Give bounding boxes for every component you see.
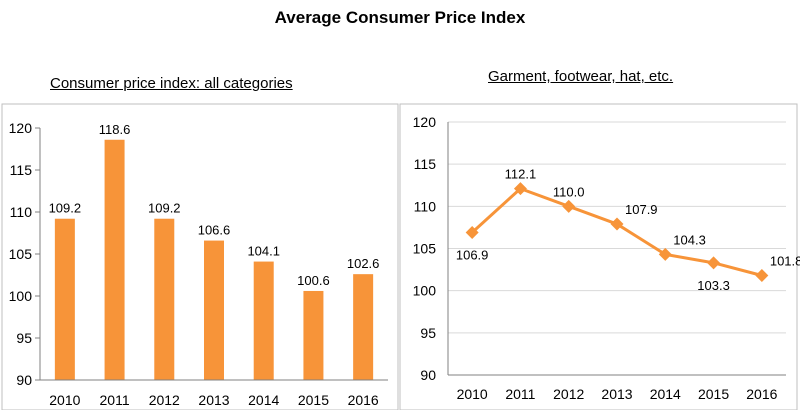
y-tick-label: 90	[420, 367, 436, 383]
y-tick-label: 115	[10, 162, 33, 178]
bar	[104, 139, 125, 380]
x-tick-label: 2011	[100, 392, 130, 408]
x-tick-label: 2014	[248, 392, 279, 408]
data-label: 101.8	[770, 253, 800, 268]
y-tick-label: 105	[9, 246, 33, 262]
data-label: 109.2	[49, 201, 82, 216]
data-point	[658, 247, 672, 261]
x-tick-label: 2012	[553, 386, 584, 402]
data-label: 102.6	[347, 256, 380, 271]
data-point	[755, 268, 769, 282]
y-tick-label: 90	[16, 372, 32, 388]
data-point	[707, 256, 721, 270]
data-label: 103.3	[697, 278, 730, 293]
x-tick-label: 2012	[149, 392, 180, 408]
data-label: 104.1	[247, 244, 280, 259]
data-label: 106.9	[456, 247, 489, 262]
bar	[54, 218, 75, 380]
left-chart-frame	[1, 103, 399, 410]
bar	[303, 290, 324, 380]
data-label: 104.3	[673, 232, 706, 247]
y-tick-label: 120	[413, 114, 437, 130]
y-tick-label: 100	[9, 288, 33, 304]
y-tick-label: 95	[16, 330, 32, 346]
data-point	[610, 217, 624, 231]
x-tick-label: 2014	[650, 386, 681, 402]
data-label: 100.6	[297, 273, 330, 288]
data-label: 109.2	[148, 201, 181, 216]
y-tick-label: 120	[9, 120, 33, 136]
data-point	[562, 199, 576, 213]
x-tick-label: 2010	[457, 386, 488, 402]
y-tick-label: 110	[414, 198, 437, 214]
right-chart-frame	[399, 103, 798, 410]
x-tick-label: 2010	[49, 392, 80, 408]
data-label: 107.9	[625, 202, 658, 217]
x-tick-label: 2015	[298, 392, 329, 408]
right-chart-title: Garment, footwear, hat, etc.	[488, 68, 674, 85]
x-tick-label: 2011	[505, 386, 535, 402]
y-tick-label: 110	[10, 204, 33, 220]
y-tick-label: 105	[413, 241, 437, 257]
y-tick-label: 100	[413, 283, 437, 299]
data-label: 118.6	[99, 122, 131, 137]
data-point	[513, 182, 527, 196]
left-chart-title: Consumer price index: all categories	[50, 75, 293, 92]
x-tick-label: 2015	[698, 386, 729, 402]
bar	[353, 274, 374, 380]
y-tick-label: 95	[420, 325, 436, 341]
data-label: 106.6	[198, 223, 231, 238]
y-tick-label: 115	[414, 156, 437, 172]
bar	[204, 240, 224, 380]
x-tick-label: 2013	[198, 392, 229, 408]
x-tick-label: 2016	[348, 392, 379, 408]
data-point	[465, 225, 479, 239]
page-title: Average Consumer Price Index	[274, 8, 526, 27]
bar	[253, 261, 274, 380]
x-tick-label: 2013	[601, 386, 632, 402]
data-label: 110.0	[553, 184, 585, 199]
data-label: 112.1	[505, 167, 537, 182]
x-tick-label: 2016	[746, 386, 777, 402]
bar	[154, 218, 175, 380]
